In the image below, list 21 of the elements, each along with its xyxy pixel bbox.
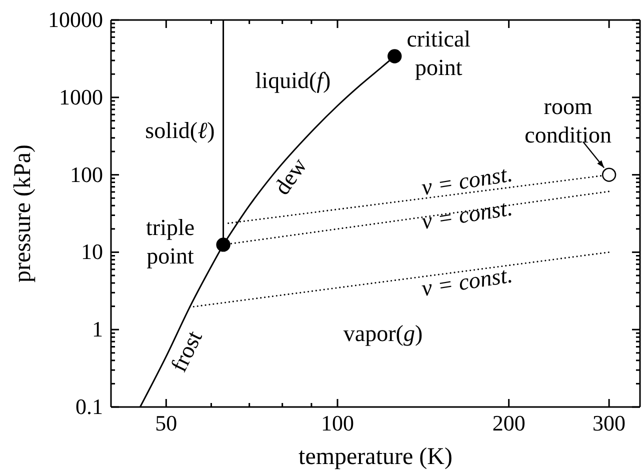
y-tick-label: 10: [81, 239, 103, 264]
y-tick-label: 1000: [59, 84, 103, 110]
y-tick-label: 1: [92, 316, 103, 342]
annotation: critical point: [406, 26, 471, 80]
x-tick-label: 100: [320, 410, 354, 436]
annotation: v = const.: [420, 262, 514, 302]
annotation: triple point: [146, 214, 195, 268]
x-tick-label: 300: [592, 410, 626, 436]
y-tick-label: 0.1: [76, 394, 103, 420]
annotation: vapor(g): [343, 321, 423, 346]
annotation: liquid(f): [255, 68, 331, 94]
annotation: frost: [166, 326, 208, 376]
x-axis-title: temperature (K): [298, 444, 452, 470]
annotation: room condition: [524, 94, 612, 148]
annotation: solid(ℓ): [145, 118, 215, 144]
x-tick-label: 50: [155, 410, 178, 436]
y-tick-label: 10000: [48, 7, 103, 32]
y-tick-label: 100: [70, 162, 103, 187]
y-axis-title: pressure (kPa): [10, 144, 36, 282]
annotation: dew: [269, 153, 312, 200]
x-tick-label: 200: [492, 410, 526, 436]
